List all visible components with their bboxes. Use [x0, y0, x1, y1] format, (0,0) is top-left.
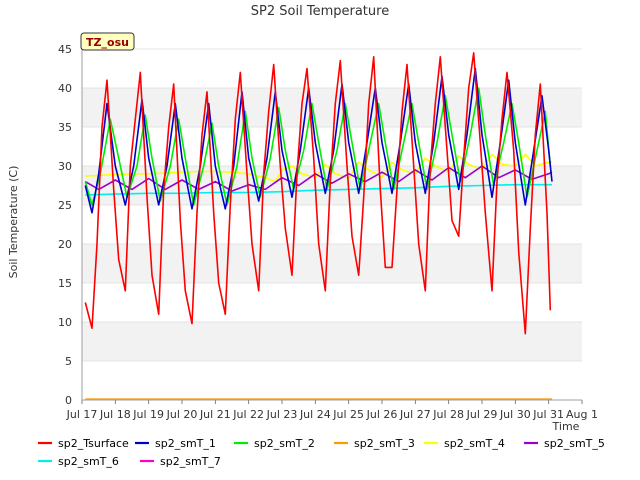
y-axis-label: Soil Temperature (C) — [7, 166, 20, 279]
x-tick-label: Jul 26 — [366, 408, 398, 421]
annotation-label: TZ_osu — [86, 36, 129, 49]
annotation-frame — [80, 32, 135, 51]
legend-label: sp2_smT_4 — [444, 437, 505, 450]
x-tick-label: Jul 23 — [266, 408, 298, 421]
legend-label: sp2_smT_6 — [58, 455, 119, 468]
grid-band — [82, 244, 582, 283]
y-tick-label: 35 — [58, 121, 72, 134]
grid-band — [82, 322, 582, 361]
legend-label: sp2_smT_7 — [160, 455, 221, 468]
y-tick-label: 45 — [58, 43, 72, 56]
x-tick-label: Jul 24 — [299, 408, 331, 421]
y-tick-label: 10 — [58, 316, 72, 329]
legend-label: sp2_smT_2 — [254, 437, 315, 450]
x-tick-label: Jul 25 — [332, 408, 364, 421]
x-tick-label: Jul 28 — [432, 408, 464, 421]
x-tick-label: Jul 27 — [399, 408, 431, 421]
y-tick-label: 40 — [58, 82, 72, 95]
series-line-sp2-Tsurface — [84, 52, 552, 335]
x-axis-label: Time — [552, 420, 580, 433]
y-tick-label: 20 — [58, 238, 72, 251]
x-tick-label: Jul 19 — [132, 408, 164, 421]
legend-label: sp2_smT_5 — [544, 437, 605, 450]
series-line-sp2-smT-6 — [85, 183, 552, 196]
grid-band — [82, 88, 582, 127]
legend-label: sp2_smT_3 — [354, 437, 415, 450]
y-tick-label: 25 — [58, 199, 72, 212]
series-line-sp2-smT-1 — [84, 67, 553, 214]
y-tick-label: 15 — [58, 277, 72, 290]
legend-label: sp2_Tsurface — [58, 437, 129, 450]
x-tick-label: Aug 1 — [566, 408, 598, 421]
legend-label: sp2_smT_1 — [155, 437, 216, 450]
x-tick-label: Jul 21 — [199, 408, 231, 421]
y-tick-label: 5 — [65, 355, 72, 368]
x-tick-label: Jul 17 — [66, 408, 98, 421]
x-tick-label: Jul 30 — [499, 408, 531, 421]
x-tick-label: Jul 29 — [466, 408, 498, 421]
x-tick-label: Jul 31 — [532, 408, 564, 421]
y-tick-label: 0 — [65, 394, 72, 407]
annotation-box: TZ_osu — [80, 32, 135, 51]
legend: sp2_Tsurface sp2_smT_1 sp2_smT_2 sp2_smT_3 s… — [38, 437, 605, 468]
y-tick-label: 30 — [58, 160, 72, 173]
x-tick-label: Jul 20 — [166, 408, 198, 421]
x-tick-label: Jul 22 — [232, 408, 264, 421]
x-tick-label: Jul 18 — [99, 408, 131, 421]
chart-title: SP2 Soil Temperature — [251, 4, 389, 19]
